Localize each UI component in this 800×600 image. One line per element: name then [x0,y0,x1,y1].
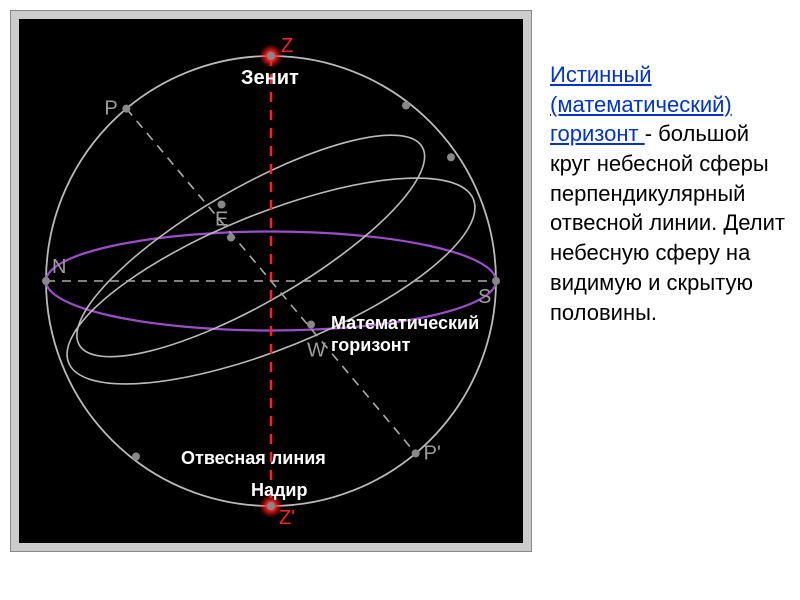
description-body: - большой круг небесной сферы перпендику… [550,121,785,324]
svg-text:Надир: Надир [251,480,308,500]
svg-text:P: P [104,98,117,120]
svg-text:Z: Z [281,35,293,57]
description-text: Истинный (математический) горизонт - бол… [550,60,790,327]
svg-text:S: S [478,286,491,308]
svg-text:горизонт: горизонт [331,335,411,355]
diagram-frame: Z Зенит Z' Надир P P' N S E WМатематическийгоризо… [10,10,532,552]
svg-text:W: W [307,340,326,362]
svg-text:E: E [215,209,228,231]
svg-text:P': P' [424,442,441,464]
sphere-svg: Z Зенит Z' Надир P P' N S E WМатематическийгоризо… [19,19,523,543]
diagram-canvas: Z Зенит Z' Надир P P' N S E WМатематическийгоризо… [19,19,523,543]
svg-text:Z': Z' [279,507,295,529]
svg-text:N: N [52,256,66,278]
svg-text:Отвесная линия: Отвесная линия [181,448,326,468]
description-panel: Истинный (математический) горизонт - бол… [540,0,800,600]
celestial-sphere-diagram: Z Зенит Z' Надир P P' N S E WМатематическийгоризо… [0,0,540,600]
svg-text:Математический: Математический [331,313,479,333]
svg-text:Зенит: Зенит [241,67,299,89]
